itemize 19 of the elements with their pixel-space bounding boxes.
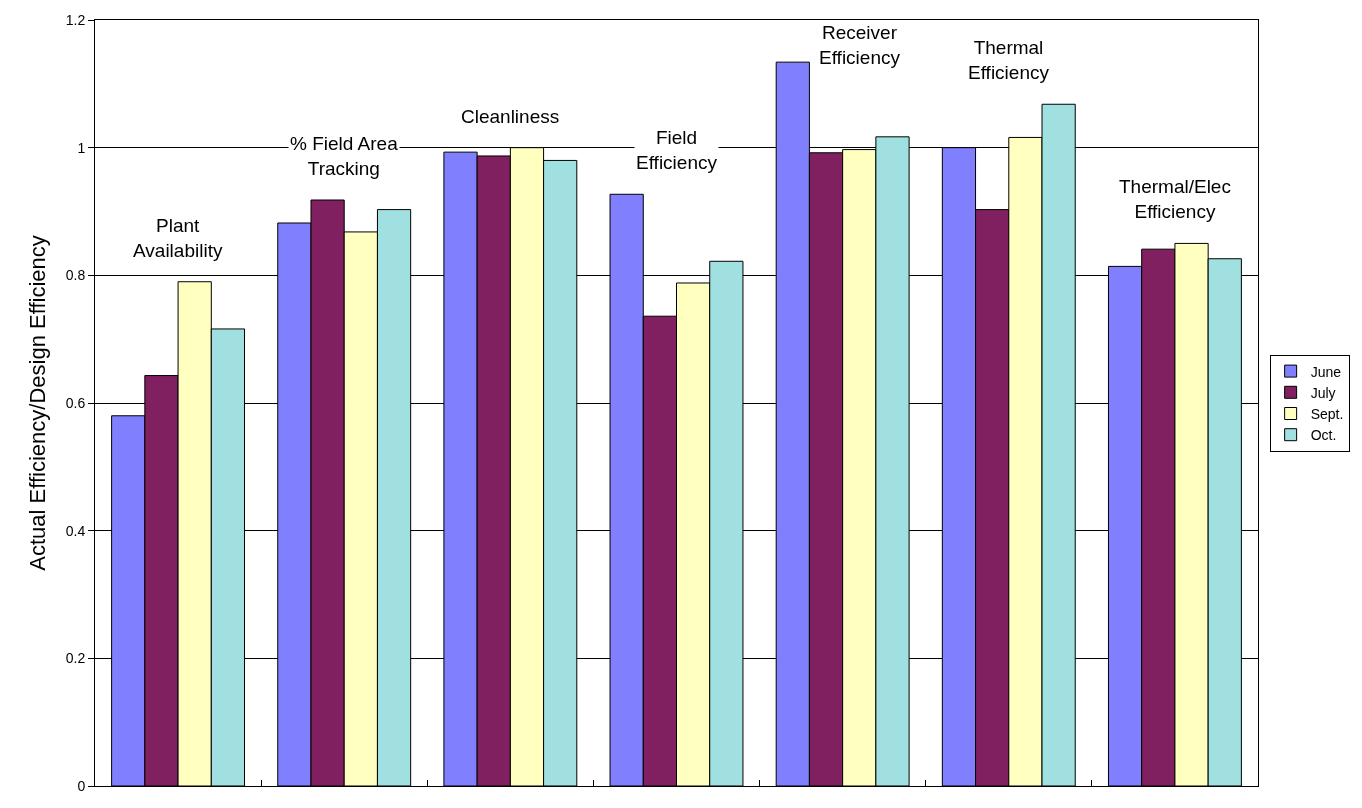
- y-tick-label: 0: [77, 777, 86, 794]
- legend-label: June: [1310, 363, 1342, 380]
- x-tick-label: Plant Availability: [133, 215, 223, 261]
- y-tick-label: 0.6: [65, 394, 86, 411]
- x-tick-label: Cleanliness: [461, 106, 560, 127]
- legend-label: July: [1310, 384, 1336, 401]
- y-tick-label: 0.8: [65, 267, 86, 284]
- legend-label: Sept.: [1310, 405, 1344, 422]
- x-tick-label: % Field Area Tracking: [290, 133, 399, 179]
- x-tick-label: Thermal Efficiency: [968, 37, 1050, 83]
- legend-label: Oct.: [1310, 427, 1337, 444]
- x-tick-label: Receiver Efficiency: [819, 22, 901, 68]
- y-tick-label: 0.2: [65, 650, 86, 667]
- y-tick-label: 1: [77, 139, 86, 156]
- x-tick-label: Thermal/Elec Efficiency: [1119, 176, 1231, 222]
- x-tick-label: Field Efficiency: [636, 127, 718, 173]
- y-axis-title: Actual Efficiency/Design Efficiency: [24, 235, 50, 571]
- y-tick-label: 1.2: [65, 11, 86, 28]
- y-tick-label: 0.4: [65, 522, 86, 539]
